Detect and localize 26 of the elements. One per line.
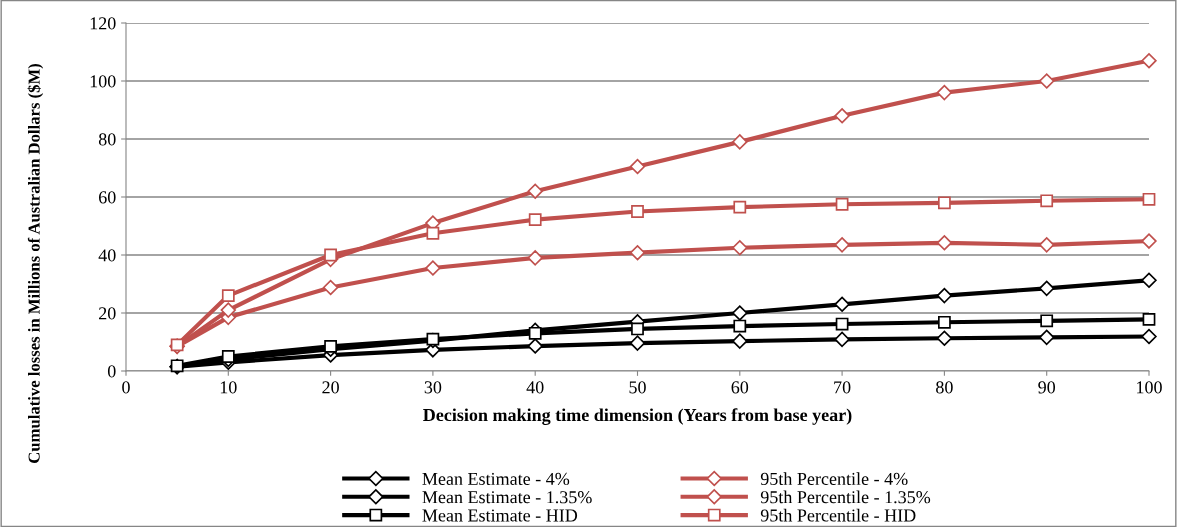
legend-label: Mean Estimate - HID <box>422 509 578 522</box>
x-tick-label: 100 <box>1137 381 1162 394</box>
x-tick-label: 60 <box>731 381 749 394</box>
x-tick-label: 20 <box>322 381 339 394</box>
x-axis-title: Decision making time dimension (Years from base year) <box>423 408 852 425</box>
x-tick-label: 0 <box>122 381 130 394</box>
legend-label: Mean Estimate - 1.35% <box>422 491 592 504</box>
legend-label: 95th Percentile - 1.35% <box>760 490 931 504</box>
x-tick-label: 40 <box>526 381 544 394</box>
x-tick-label: 10 <box>220 381 237 394</box>
legend-label: 95th Percentile - 4% <box>760 472 908 486</box>
y-tick-label: 120 <box>90 17 116 30</box>
x-tick-label: 90 <box>1038 381 1056 394</box>
y-tick-label: 0 <box>107 365 116 378</box>
x-tick-label: 30 <box>424 381 442 394</box>
x-tick-label: 50 <box>629 381 646 394</box>
y-axis-title: Cumulative losses in Millions of Australian Dollars ($M) <box>27 63 44 463</box>
y-tick-label: 60 <box>99 191 116 204</box>
y-tick-label: 100 <box>90 75 116 88</box>
legend-label: Mean Estimate - 4% <box>422 472 570 486</box>
x-tick-label: 80 <box>936 381 953 394</box>
y-tick-label: 20 <box>99 307 116 320</box>
y-tick-label: 40 <box>98 249 116 262</box>
legend-label: 95th Percentile - HID <box>760 508 916 522</box>
x-tick-label: 70 <box>834 381 851 394</box>
y-tick-label: 80 <box>98 133 116 146</box>
